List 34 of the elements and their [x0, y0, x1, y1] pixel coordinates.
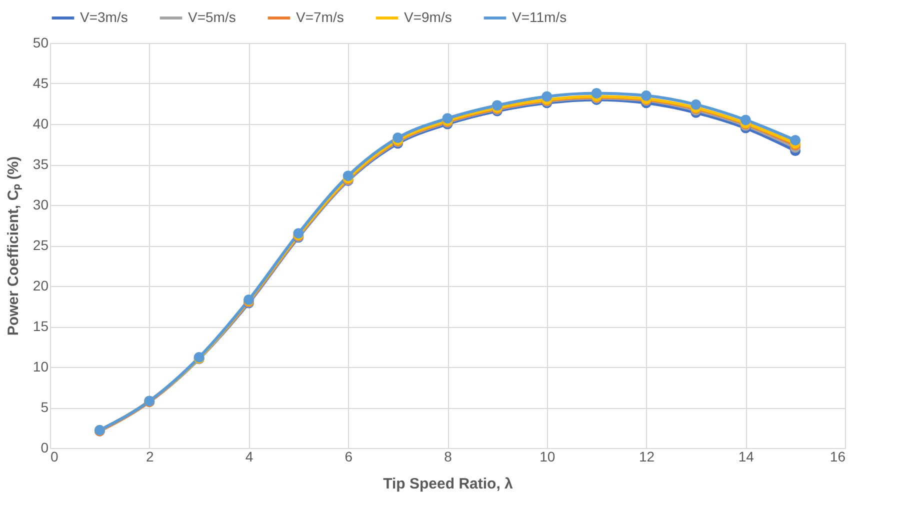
y-tick-label: 15 [32, 318, 49, 334]
y-tick-label: 25 [32, 237, 49, 253]
point [442, 113, 453, 124]
y-tick-label: 5 [40, 399, 49, 415]
x-tick-label: 14 [738, 448, 754, 464]
legend-label: V=7m/s [296, 9, 344, 25]
x-tick-label: 2 [146, 448, 154, 464]
y-tick-label: 50 [32, 34, 49, 50]
legend-label: V=9m/s [404, 9, 452, 25]
x-axis-title: Tip Speed Ratio, λ [383, 476, 514, 492]
x-tick-label: 10 [540, 448, 556, 464]
x-tick-label: 16 [830, 448, 846, 464]
x-tick-label: 8 [444, 448, 452, 464]
point [542, 91, 552, 102]
x-tick-label: 4 [245, 448, 254, 464]
y-tick-label: 10 [32, 358, 49, 374]
x-tick-label: 12 [638, 448, 655, 464]
point [740, 114, 751, 126]
legend-label: V=3m/s [80, 9, 128, 25]
y-axis-title: Power Coefficient, Cₚ (%) [4, 156, 22, 336]
x-tick-label: 6 [344, 448, 353, 464]
y-tick-label: 35 [32, 156, 49, 172]
point [641, 90, 652, 101]
legend-label: V=11m/s [512, 9, 567, 25]
point [690, 99, 702, 110]
point [790, 134, 801, 146]
y-tick-label: 20 [32, 278, 49, 294]
point [591, 88, 602, 98]
point [342, 170, 354, 182]
legend-label: V=5m/s [188, 9, 236, 25]
y-tick-label: 45 [32, 75, 49, 91]
y-tick-label: 30 [32, 196, 49, 212]
y-tick-label: 40 [32, 116, 49, 132]
point [492, 100, 502, 111]
